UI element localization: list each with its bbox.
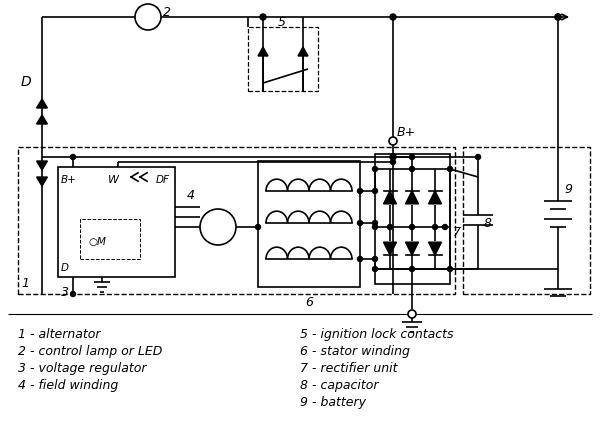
Circle shape (433, 225, 437, 230)
Circle shape (410, 225, 415, 230)
Circle shape (256, 225, 260, 230)
Circle shape (135, 5, 161, 31)
Circle shape (448, 167, 452, 172)
Text: 3: 3 (61, 285, 69, 298)
Circle shape (390, 15, 396, 21)
Circle shape (410, 167, 415, 172)
Polygon shape (428, 191, 442, 204)
Text: 5 - ignition lock contacts: 5 - ignition lock contacts (300, 327, 454, 340)
Circle shape (390, 155, 396, 161)
Text: 4 - field winding: 4 - field winding (18, 378, 118, 391)
Circle shape (373, 221, 377, 226)
Circle shape (358, 221, 362, 226)
Circle shape (410, 155, 415, 160)
Circle shape (71, 155, 76, 160)
Text: 9 - battery: 9 - battery (300, 395, 366, 408)
Polygon shape (298, 48, 308, 57)
Polygon shape (383, 191, 397, 204)
Circle shape (410, 267, 415, 272)
Circle shape (358, 257, 362, 262)
Circle shape (555, 15, 561, 21)
Text: W: W (108, 175, 119, 184)
Circle shape (443, 225, 448, 230)
Circle shape (260, 15, 266, 21)
Text: 3 - voltage regulator: 3 - voltage regulator (18, 361, 146, 374)
Polygon shape (37, 100, 47, 109)
Bar (58, 167, 175, 277)
Text: 1 - alternator: 1 - alternator (18, 327, 101, 340)
Text: 7: 7 (453, 226, 461, 239)
Polygon shape (383, 242, 397, 256)
Text: 5: 5 (278, 15, 286, 29)
Circle shape (476, 155, 481, 160)
Text: D: D (21, 75, 32, 89)
Bar (375, 155, 450, 284)
Text: 7 - rectifier unit: 7 - rectifier unit (300, 361, 398, 374)
Text: DF: DF (156, 175, 170, 184)
Circle shape (555, 15, 561, 21)
Circle shape (373, 225, 377, 230)
Bar (80, 219, 140, 259)
Circle shape (389, 138, 397, 146)
Text: 6 - stator winding: 6 - stator winding (300, 344, 410, 357)
Text: 4: 4 (187, 189, 195, 202)
Text: ○M: ○M (88, 236, 106, 246)
Circle shape (71, 292, 76, 297)
Text: 6: 6 (305, 295, 313, 308)
Circle shape (200, 210, 236, 245)
Text: 2 - control lamp or LED: 2 - control lamp or LED (18, 344, 163, 357)
Bar (258, 161, 360, 287)
Text: 2: 2 (163, 6, 171, 20)
Text: D: D (61, 262, 69, 272)
Polygon shape (258, 48, 268, 57)
Circle shape (358, 189, 362, 194)
Text: 8 - capacitor: 8 - capacitor (300, 378, 379, 391)
Bar (18, 148, 455, 294)
Circle shape (448, 267, 452, 272)
Polygon shape (37, 161, 47, 170)
Text: 1: 1 (21, 276, 29, 289)
Bar (463, 148, 590, 294)
Bar (248, 28, 318, 92)
Circle shape (373, 189, 377, 194)
Text: B+: B+ (61, 175, 77, 184)
Circle shape (408, 310, 416, 318)
Circle shape (373, 167, 377, 172)
Polygon shape (37, 178, 47, 187)
Circle shape (391, 160, 395, 165)
Circle shape (373, 257, 377, 262)
Text: 9: 9 (564, 183, 572, 196)
Text: 8: 8 (484, 217, 492, 230)
Polygon shape (428, 242, 442, 256)
Circle shape (388, 225, 392, 230)
Polygon shape (406, 242, 419, 256)
Circle shape (373, 267, 377, 272)
Polygon shape (406, 191, 419, 204)
Text: B+: B+ (397, 126, 416, 139)
Polygon shape (37, 116, 47, 125)
